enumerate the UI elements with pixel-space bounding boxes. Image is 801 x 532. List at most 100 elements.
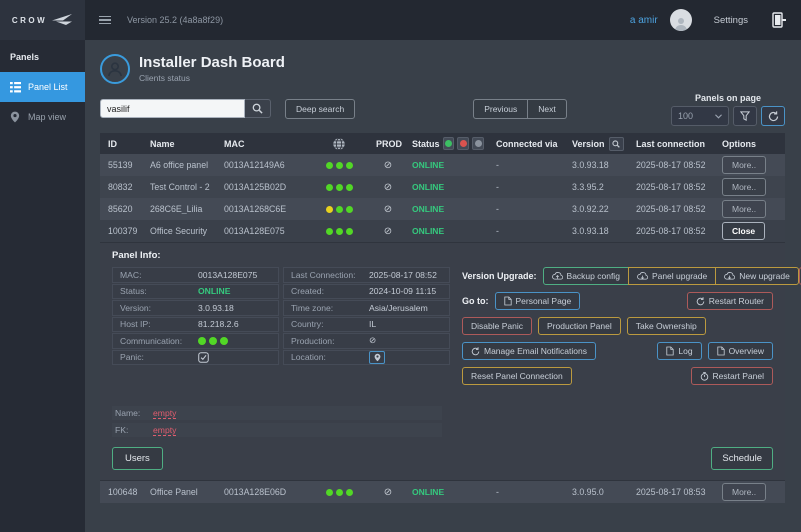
- goto-label: Go to:: [462, 296, 489, 306]
- table-row[interactable]: 100379 Office Security 0013A128E075 ⊘ ON…: [100, 220, 785, 242]
- row-more-button[interactable]: More..: [722, 178, 767, 196]
- cloud-download-icon: [637, 272, 648, 280]
- col-prod[interactable]: PROD: [376, 138, 403, 149]
- restart-panel-button[interactable]: Restart Panel: [690, 367, 773, 385]
- cell-version: 3.0.95.0: [572, 487, 604, 497]
- field-label: Location:: [291, 352, 326, 363]
- table-row[interactable]: 85620 268C6E_Lilia 0013A1268C6E ⊘ ONLINE…: [100, 198, 785, 220]
- sidebar-item-panel-list[interactable]: Panel List: [0, 72, 85, 102]
- col-mac[interactable]: MAC: [224, 138, 245, 149]
- version-search-icon[interactable]: [608, 136, 624, 151]
- sidebar-item-map-view[interactable]: Map view: [0, 102, 85, 132]
- panel-upgrade-button[interactable]: Panel upgrade: [627, 267, 717, 285]
- personal-page-label: Personal Page: [515, 296, 572, 306]
- user-name-link[interactable]: a amir: [629, 14, 658, 26]
- settings-link[interactable]: Settings: [713, 14, 748, 26]
- communication-dots: [306, 183, 368, 191]
- field-value: 81.218.2.6: [198, 319, 239, 330]
- cell-id: 100648: [108, 487, 138, 497]
- col-connected-via[interactable]: Connected via: [496, 138, 558, 149]
- cell-status: ONLINE: [412, 487, 445, 497]
- col-version[interactable]: Version: [572, 138, 605, 149]
- panel-info-right-column: Last Connection: 2025-08-17 08:52 Create…: [283, 267, 450, 392]
- table-row[interactable]: 80832 Test Control - 2 0013A125B02D ⊘ ON…: [100, 176, 785, 198]
- disable-panic-button[interactable]: Disable Panic: [462, 317, 532, 335]
- new-upgrade-button[interactable]: New upgrade: [715, 267, 799, 285]
- log-button[interactable]: Log: [657, 342, 702, 360]
- cell-name: Office Security: [150, 226, 208, 236]
- restart-router-button[interactable]: Restart Router: [686, 292, 773, 310]
- apply-default-button[interactable]: Apply default: [798, 267, 801, 285]
- status-filter-all[interactable]: [472, 137, 484, 150]
- cell-name: Office Panel: [150, 487, 198, 497]
- menu-icon[interactable]: [99, 15, 111, 25]
- list-icon: [9, 81, 21, 93]
- fk-label: FK:: [115, 425, 129, 435]
- location-pin-button[interactable]: [369, 350, 385, 364]
- row-more-button[interactable]: More..: [722, 200, 767, 218]
- manage-email-label: Manage Email Notifications: [484, 346, 587, 356]
- next-button[interactable]: Next: [528, 99, 567, 119]
- panel-info-field: Location:: [283, 349, 450, 365]
- table-row[interactable]: 100648 Office Panel 0013A128E06D ⊘ ONLIN…: [100, 481, 785, 503]
- name-value[interactable]: empty: [153, 407, 177, 419]
- cell-version: 3.0.93.18: [572, 226, 609, 236]
- overview-button[interactable]: Overview: [707, 342, 773, 360]
- panel-actions: Version Upgrade: Backup config Panel upg…: [450, 267, 801, 392]
- search-button[interactable]: [245, 99, 271, 118]
- cell-id: 80832: [108, 182, 133, 192]
- take-ownership-button[interactable]: Take Ownership: [626, 317, 706, 335]
- reset-panel-connection-button[interactable]: Reset Panel Connection: [462, 367, 572, 385]
- search-input[interactable]: [100, 99, 245, 118]
- deep-search-button[interactable]: Deep search: [285, 99, 356, 119]
- status-filter-online[interactable]: [442, 137, 455, 150]
- row-close-button[interactable]: Close: [722, 222, 766, 240]
- backup-config-button[interactable]: Backup config: [542, 267, 629, 285]
- panel-info-left-column: MAC: 0013A128E075 Status: ONLINE Version…: [112, 267, 279, 392]
- panel-info-field: Host IP: 81.218.2.6: [112, 316, 279, 332]
- manage-email-notifications-button[interactable]: Manage Email Notifications: [462, 342, 596, 360]
- personal-page-button[interactable]: Personal Page: [494, 292, 581, 310]
- users-button[interactable]: Users: [112, 447, 163, 470]
- filter-button[interactable]: [733, 106, 757, 126]
- cell-connected-via: -: [496, 160, 499, 170]
- table-row[interactable]: 55139 A6 office panel 0013A12149A6 ⊘ ONL…: [100, 154, 785, 176]
- schedule-button[interactable]: Schedule: [711, 447, 773, 470]
- field-label: Status:: [120, 286, 147, 297]
- field-label: Panic:: [120, 352, 144, 363]
- cell-last-connection: 2025-08-17 08:52: [636, 182, 706, 192]
- col-id[interactable]: ID: [108, 138, 117, 149]
- new-upgrade-label: New upgrade: [739, 271, 790, 281]
- col-status[interactable]: Status: [412, 138, 440, 149]
- production-panel-button[interactable]: Production Panel: [537, 317, 621, 335]
- panel-info-field: Last Connection: 2025-08-17 08:52: [283, 267, 450, 283]
- sidebar-section-label: Panels: [10, 52, 40, 62]
- page-title: Installer Dash Board: [139, 53, 285, 71]
- col-last-connection[interactable]: Last connection: [636, 138, 706, 149]
- field-value: 0013A128E075: [198, 269, 258, 280]
- cell-mac: 0013A12149A6: [224, 160, 285, 170]
- per-page-select[interactable]: 100: [671, 106, 729, 126]
- field-label: Version:: [120, 302, 152, 313]
- refresh-icon: [471, 346, 480, 355]
- cell-version: 3.0.93.18: [572, 160, 609, 170]
- user-avatar[interactable]: [669, 9, 692, 31]
- backup-config-label: Backup config: [566, 271, 620, 281]
- col-name[interactable]: Name: [150, 138, 175, 149]
- refresh-button[interactable]: [761, 106, 785, 126]
- cell-mac: 0013A128E06D: [224, 487, 287, 497]
- crow-arrow-icon: [51, 11, 73, 29]
- chevron-down-icon: [715, 111, 722, 121]
- field-label: Created:: [291, 286, 324, 297]
- crow-logo: CROW: [0, 0, 85, 40]
- logout-icon[interactable]: [770, 11, 787, 29]
- panel-upgrade-label: Panel upgrade: [651, 271, 708, 281]
- row-more-button[interactable]: More..: [722, 483, 767, 501]
- status-filter-offline[interactable]: [457, 137, 470, 150]
- cell-version: 3.0.92.22: [572, 204, 609, 214]
- row-more-button[interactable]: More..: [722, 156, 767, 174]
- map-pin-icon: [9, 111, 21, 123]
- previous-button[interactable]: Previous: [473, 99, 529, 119]
- fk-value[interactable]: empty: [153, 424, 177, 436]
- field-value: [198, 351, 209, 363]
